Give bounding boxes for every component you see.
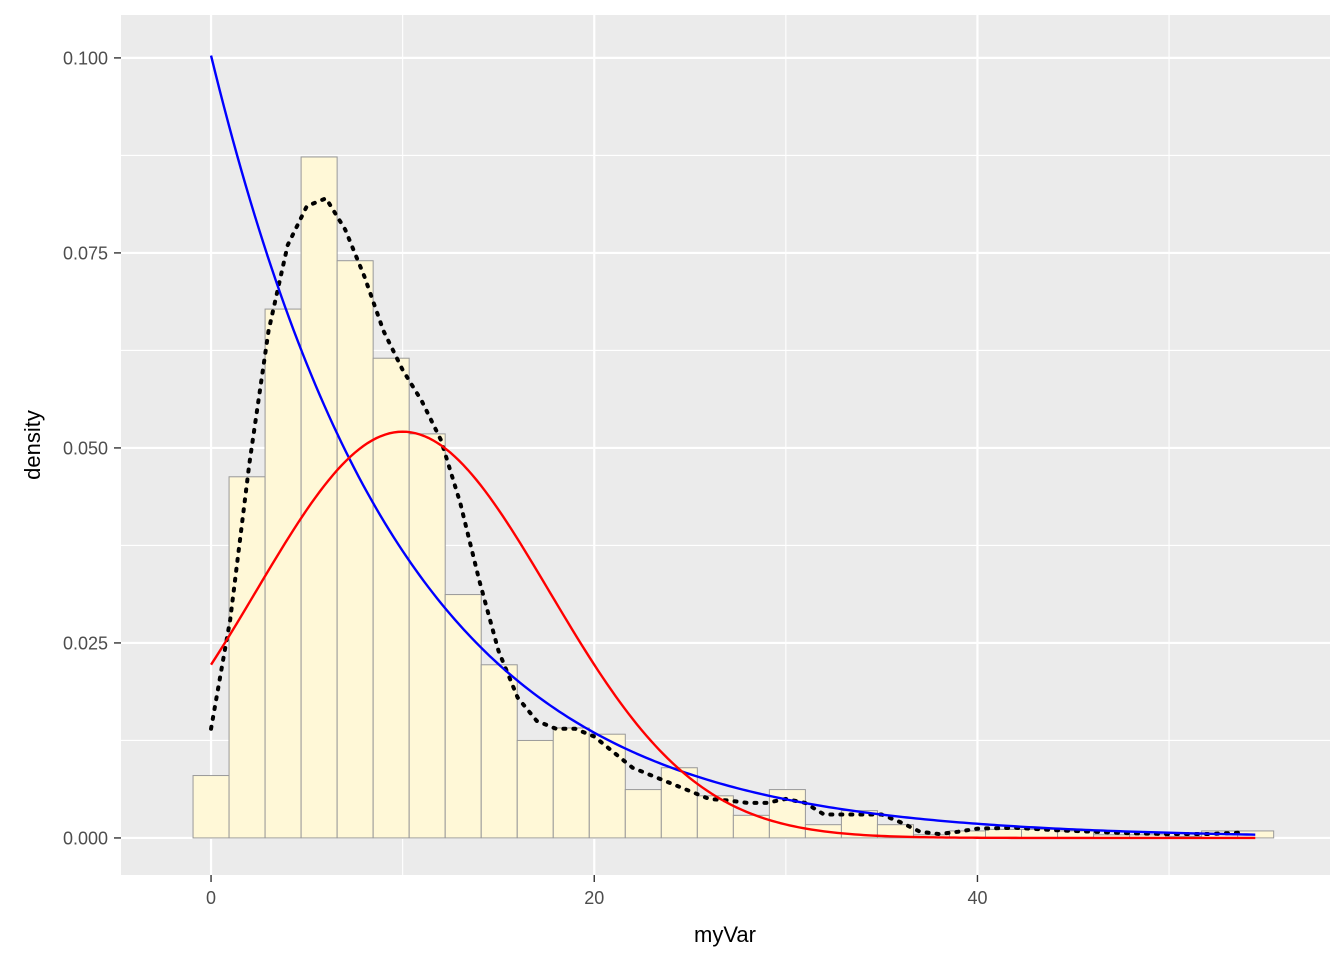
histogram-bar — [1021, 828, 1059, 839]
histogram-bar — [624, 789, 662, 839]
x-tick-label: 0 — [206, 888, 216, 908]
histogram-bar — [876, 824, 914, 839]
x-tick-label: 40 — [967, 888, 987, 908]
normal-fit-curve — [210, 430, 1256, 840]
histogram-bar — [300, 156, 338, 839]
y-axis: 0.000 0.025 0.050 0.075 0.100 — [63, 48, 121, 848]
histogram-bar — [444, 594, 482, 839]
histogram-bar — [372, 357, 410, 839]
histogram-bar — [480, 664, 518, 839]
density-curves — [209, 55, 1256, 840]
x-tick-label: 20 — [584, 888, 604, 908]
histogram-bar — [192, 775, 230, 839]
exponential-fit-curve — [209, 55, 1256, 836]
histogram-bar — [228, 476, 266, 839]
x-axis-title: myVar — [694, 922, 756, 947]
histogram-bar — [552, 727, 590, 839]
histogram-bar — [408, 433, 446, 839]
histogram-bar — [264, 308, 302, 839]
y-axis-title: density — [20, 410, 45, 480]
histogram-bar — [588, 733, 626, 839]
x-axis: 0 20 40 — [206, 875, 987, 908]
histogram-bars — [192, 156, 1275, 839]
y-tick-label: 0.050 — [63, 438, 108, 458]
y-tick-label: 0.000 — [63, 828, 108, 848]
kernel-density-curve — [209, 195, 1248, 837]
histogram-bar — [336, 260, 374, 839]
y-tick-label: 0.100 — [63, 48, 108, 68]
histogram-bar — [516, 739, 554, 839]
y-tick-label: 0.025 — [63, 633, 108, 653]
y-tick-label: 0.075 — [63, 243, 108, 263]
